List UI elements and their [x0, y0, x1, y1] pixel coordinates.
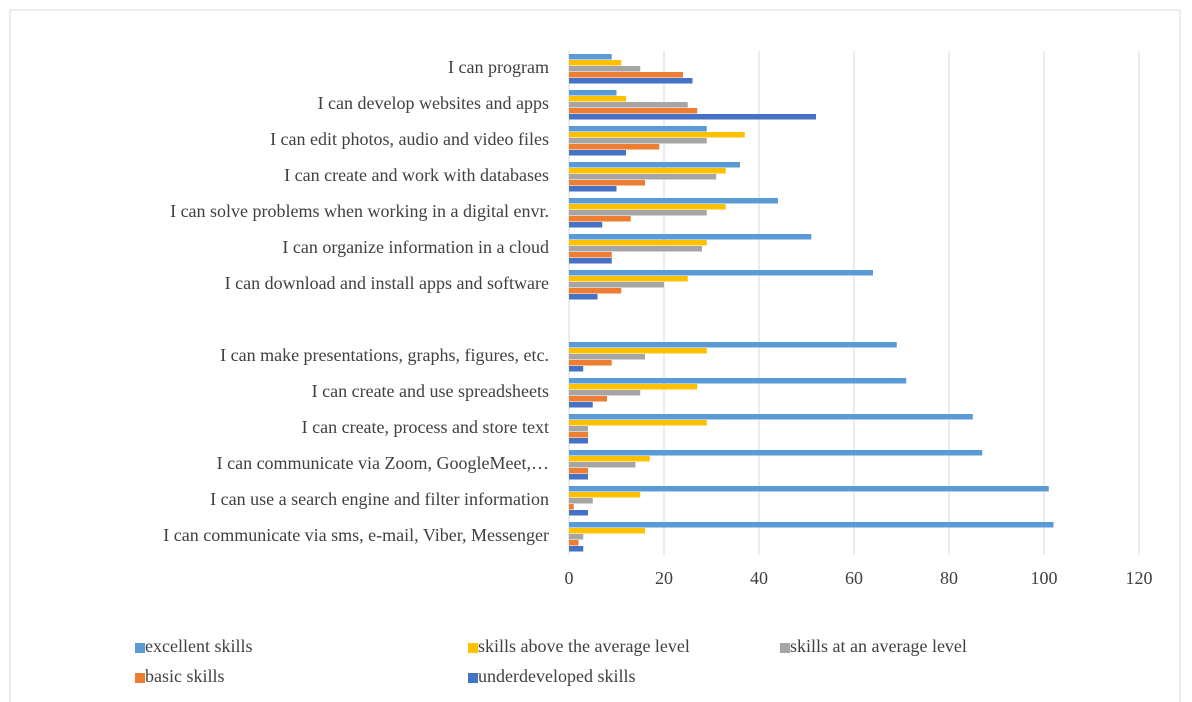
x-tick-label: 20	[655, 568, 673, 588]
bar	[569, 174, 717, 180]
y-tick-label: I can organize information in a cloud	[282, 237, 549, 257]
legend-swatch	[135, 673, 145, 683]
y-tick-label: I can make presentations, graphs, figure…	[220, 345, 549, 365]
bar	[569, 204, 726, 210]
bar	[569, 162, 740, 168]
legend-swatch	[135, 643, 145, 653]
bar	[569, 426, 588, 432]
bar	[569, 420, 707, 426]
chart-frame	[9, 9, 1181, 702]
x-tick-label: 100	[1031, 568, 1058, 588]
bar	[569, 498, 593, 504]
y-tick-label: I can download and install apps and soft…	[225, 273, 549, 293]
bar	[569, 450, 983, 456]
bar	[569, 282, 664, 288]
y-tick-label: I can create and work with databases	[284, 165, 549, 185]
bar	[569, 258, 612, 264]
bar	[569, 294, 598, 300]
y-tick-label: I can solve problems when working in a d…	[170, 201, 549, 221]
bar	[569, 342, 897, 348]
bar	[569, 132, 745, 138]
bar	[569, 486, 1049, 492]
bar	[569, 210, 707, 216]
bar	[569, 540, 579, 546]
bar	[569, 78, 693, 84]
bar	[569, 546, 584, 552]
bar	[569, 96, 626, 102]
bar	[569, 186, 617, 192]
bar	[569, 366, 584, 372]
y-tick-label: I can develop websites and apps	[318, 93, 549, 113]
legend-label: excellent skills	[145, 636, 252, 656]
bar	[569, 528, 645, 534]
y-tick-label: I can create, process and store text	[302, 417, 549, 437]
bar	[569, 492, 641, 498]
bar	[569, 432, 588, 438]
y-tick-label: I can edit photos, audio and video files	[270, 129, 549, 149]
y-tick-label: I can use a search engine and filter inf…	[210, 489, 549, 509]
bar	[569, 108, 698, 114]
bar	[569, 288, 622, 294]
bar	[569, 462, 636, 468]
bar	[569, 348, 707, 354]
bar	[569, 360, 612, 366]
y-tick-label: I can program	[448, 57, 549, 77]
bar	[569, 402, 593, 408]
bar	[569, 198, 778, 204]
bar	[569, 222, 603, 228]
bar	[569, 168, 726, 174]
bar	[569, 216, 631, 222]
x-tick-label: 80	[940, 568, 958, 588]
bar	[569, 66, 641, 72]
legend-label: underdeveloped skills	[478, 666, 635, 686]
bar	[569, 72, 683, 78]
bar	[569, 246, 702, 252]
bar	[569, 240, 707, 246]
legend-label: basic skills	[145, 666, 225, 686]
bar	[569, 396, 607, 402]
legend-swatch	[468, 643, 478, 653]
bar	[569, 252, 612, 258]
bar	[569, 180, 645, 186]
x-tick-label: 40	[750, 568, 768, 588]
legend-swatch	[468, 673, 478, 683]
bar	[569, 90, 617, 96]
bar	[569, 102, 688, 108]
bar	[569, 504, 574, 510]
x-tick-label: 120	[1126, 568, 1153, 588]
y-tick-label: I can communicate via Zoom, GoogleMeet,…	[217, 453, 549, 473]
bar	[569, 138, 707, 144]
bar	[569, 270, 873, 276]
bar	[569, 468, 588, 474]
bar	[569, 522, 1054, 528]
bar	[569, 456, 650, 462]
bar	[569, 54, 612, 60]
bar	[569, 234, 812, 240]
y-tick-label: I can communicate via sms, e-mail, Viber…	[163, 525, 549, 545]
y-tick-label: I can create and use spreadsheets	[312, 381, 549, 401]
x-tick-label: 0	[565, 568, 574, 588]
bar	[569, 438, 588, 444]
x-tick-label: 60	[845, 568, 863, 588]
bar	[569, 474, 588, 480]
bar	[569, 60, 622, 66]
legend-label: skills above the average level	[478, 636, 690, 656]
bar	[569, 510, 588, 516]
bar	[569, 534, 584, 540]
legend-label: skills at an average level	[790, 636, 967, 656]
legend-swatch	[780, 643, 790, 653]
bar	[569, 414, 973, 420]
bar	[569, 390, 641, 396]
bar	[569, 126, 707, 132]
bar	[569, 144, 660, 150]
bar	[569, 378, 907, 384]
bar	[569, 150, 626, 156]
bar	[569, 354, 645, 360]
bar	[569, 114, 816, 120]
bar	[569, 384, 698, 390]
bar	[569, 276, 688, 282]
